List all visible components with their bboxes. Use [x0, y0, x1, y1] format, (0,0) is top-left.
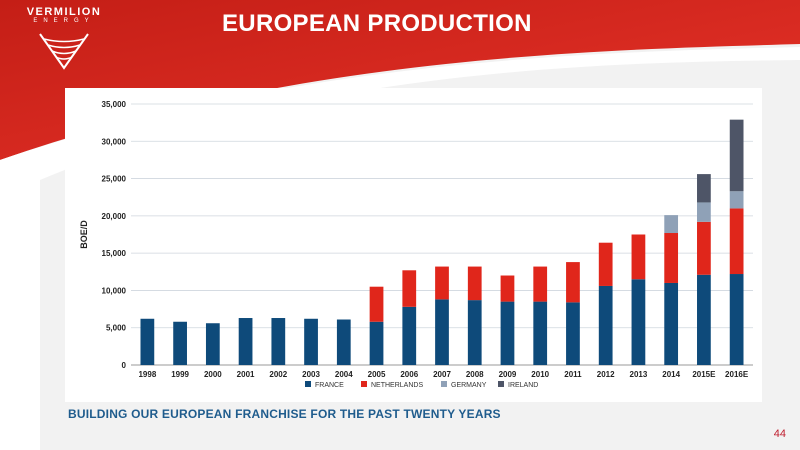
y-axis-title: BOE/D: [79, 220, 89, 249]
bar-france-1999: [173, 321, 187, 365]
bar-netherlands-2008: [467, 266, 482, 301]
legend-swatch-germany: [441, 381, 447, 387]
bar-netherlands-2016e: [729, 208, 744, 275]
bar-ireland-2016e: [729, 119, 744, 192]
y-tick-label: 15,000: [102, 249, 127, 258]
bar-france-2000: [205, 323, 220, 365]
bar-netherlands-2013: [631, 234, 646, 280]
bar-ireland-2015e: [697, 174, 711, 203]
x-tick-label: 2004: [335, 370, 353, 379]
bar-netherlands-2009: [500, 275, 515, 302]
bar-france-2007: [435, 299, 449, 365]
y-tick-label: 25,000: [102, 175, 127, 184]
y-axis-ticks: 0 5,000 10,000 15,000 20,000 25,000 30,000 35,0…: [102, 100, 127, 370]
y-tick-label: 0: [122, 361, 127, 370]
x-tick-label: 2008: [466, 370, 484, 379]
x-tick-label: 2000: [204, 370, 222, 379]
legend-label-netherlands: NETHERLANDS: [371, 382, 423, 389]
y-tick-label: 30,000: [102, 137, 127, 146]
legend-swatch-france: [305, 381, 311, 387]
bar-france-1998: [140, 318, 155, 365]
x-tick-label: 2012: [597, 370, 615, 379]
bar-netherlands-2012: [598, 242, 613, 286]
bar-netherlands-2006: [402, 270, 417, 307]
x-tick-label: 2003: [302, 370, 320, 379]
x-tick-label: 2001: [237, 370, 255, 379]
logo-emblem-icon: [39, 33, 89, 70]
bar-france-2001: [238, 318, 253, 365]
bar-france-2012: [598, 285, 613, 365]
x-tick-label: 2009: [499, 370, 517, 379]
x-axis-ticks: 1998 1999 2000 2001 2002 2003 2004 2005 2006 2007…: [138, 370, 748, 379]
x-tick-label: 2016E: [725, 370, 749, 379]
bar-netherlands-2007: [435, 266, 449, 300]
bar-france-2003: [304, 318, 318, 365]
x-tick-label: 2015E: [692, 370, 716, 379]
x-tick-label: 2006: [400, 370, 418, 379]
x-tick-label: 2014: [662, 370, 680, 379]
x-tick-label: 2005: [368, 370, 386, 379]
bar-germany-2015e: [697, 202, 711, 222]
x-tick-label: 2010: [531, 370, 549, 379]
slide-title: EUROPEAN PRODUCTION: [222, 10, 532, 37]
bar-france-2014: [664, 282, 679, 365]
bar-france-2015e: [697, 274, 711, 365]
x-tick-label: 2007: [433, 370, 451, 379]
bar-france-2004: [336, 319, 351, 365]
bar-germany-2016e: [729, 191, 744, 209]
bar-france-2005: [369, 321, 384, 365]
bar-netherlands-2015e: [697, 221, 711, 275]
slide-subtitle: BUILDING OUR EUROPEAN FRANCHISE FOR THE …: [68, 407, 501, 421]
y-tick-label: 20,000: [102, 212, 127, 221]
y-tick-label: 35,000: [102, 100, 127, 109]
page-number: 44: [773, 428, 786, 440]
bar-netherlands-2011: [566, 262, 580, 303]
x-tick-label: 1998: [138, 370, 156, 379]
bar-france-2011: [566, 302, 580, 365]
chart-panel: 0 5,000 10,000 15,000 20,000 25,000 30,000 35,0…: [65, 88, 762, 402]
bar-france-2010: [533, 301, 548, 365]
bar-france-2009: [500, 301, 515, 365]
y-tick-label: 10,000: [102, 286, 127, 295]
bar-france-2008: [467, 300, 482, 365]
bar-germany-2014: [664, 215, 679, 234]
bar-france-2016e: [729, 274, 744, 365]
bar-france-2013: [631, 279, 646, 365]
x-tick-label: 2013: [630, 370, 648, 379]
production-chart: 0 5,000 10,000 15,000 20,000 25,000 30,000 35,0…: [79, 100, 753, 389]
bar-netherlands-2005: [369, 286, 384, 322]
legend-swatch-ireland: [498, 381, 504, 387]
logo-name: VERMILION: [26, 6, 102, 18]
bar-france-2002: [271, 318, 286, 365]
x-tick-label: 2011: [564, 370, 582, 379]
legend-label-france: FRANCE: [315, 382, 344, 389]
legend-label-ireland: IRELAND: [508, 382, 538, 389]
y-tick-label: 5,000: [106, 324, 127, 333]
bar-netherlands-2010: [533, 266, 548, 302]
vermilion-logo: VERMILION ENERGY: [18, 6, 110, 74]
legend-label-germany: GERMANY: [451, 382, 487, 389]
bar-netherlands-2014: [664, 233, 679, 283]
x-tick-label: 2002: [269, 370, 287, 379]
logo-sub: ENERGY: [33, 18, 95, 24]
bar-france-2006: [402, 306, 417, 365]
x-tick-label: 1999: [171, 370, 189, 379]
legend: FRANCE NETHERLANDS GERMANY IRELAND: [305, 381, 538, 389]
legend-swatch-netherlands: [361, 381, 367, 387]
bars: [140, 119, 744, 365]
red-swoosh: [0, 0, 800, 160]
